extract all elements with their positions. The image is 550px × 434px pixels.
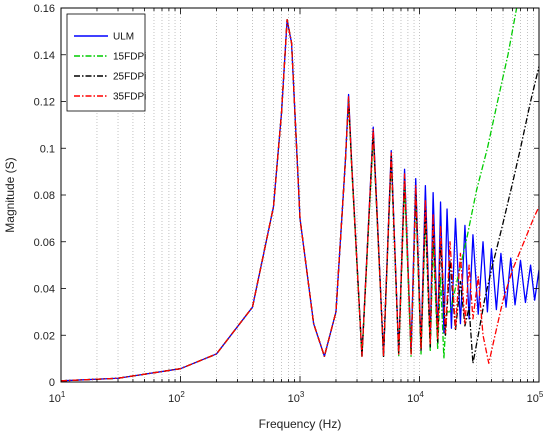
x-tick-label: 101	[49, 390, 66, 405]
series-line-35fdpi	[61, 19, 539, 382]
x-tick-label: 105	[527, 390, 544, 405]
legend-label: ULM	[113, 32, 134, 43]
x-tick-labels: 101 102 103 104 105	[49, 390, 544, 405]
legend-box	[66, 13, 146, 112]
y-tick-label: 0.14	[34, 50, 55, 62]
x-tick-label: 104	[407, 390, 424, 405]
y-tick-label: 0.08	[34, 190, 55, 202]
y-tick-label: 0.16	[34, 3, 55, 15]
series-layer	[61, 8, 539, 382]
legend-label: 25FDPi	[113, 72, 146, 83]
legend-label: 35FDPi	[113, 92, 146, 103]
y-tick-label: 0.02	[34, 330, 55, 342]
x-tick-label: 103	[288, 390, 305, 405]
grid-lines	[96, 8, 534, 382]
y-tick-label: 0.06	[34, 237, 55, 249]
legend-label: 15FDPi	[113, 52, 146, 63]
x-tick-label: 102	[168, 390, 185, 405]
y-tick-label: 0.1	[40, 143, 55, 155]
y-axis-title: Magnitude (S)	[3, 157, 17, 232]
legend: ULM 15FDPi 25FDPi 35FDPi	[66, 13, 146, 112]
y-tick-label: 0.12	[34, 97, 55, 109]
tick-marks	[61, 7, 539, 383]
legend-items: ULM 15FDPi 25FDPi 35FDPi	[74, 32, 146, 103]
y-tick-labels: 0 0.02 0.04 0.06 0.08 0.1 0.12 0.14 0.16	[34, 3, 55, 389]
y-tick-label: 0.04	[34, 284, 55, 296]
x-axis-title: Frequency (Hz)	[259, 417, 342, 431]
y-tick-label: 0	[49, 377, 55, 389]
